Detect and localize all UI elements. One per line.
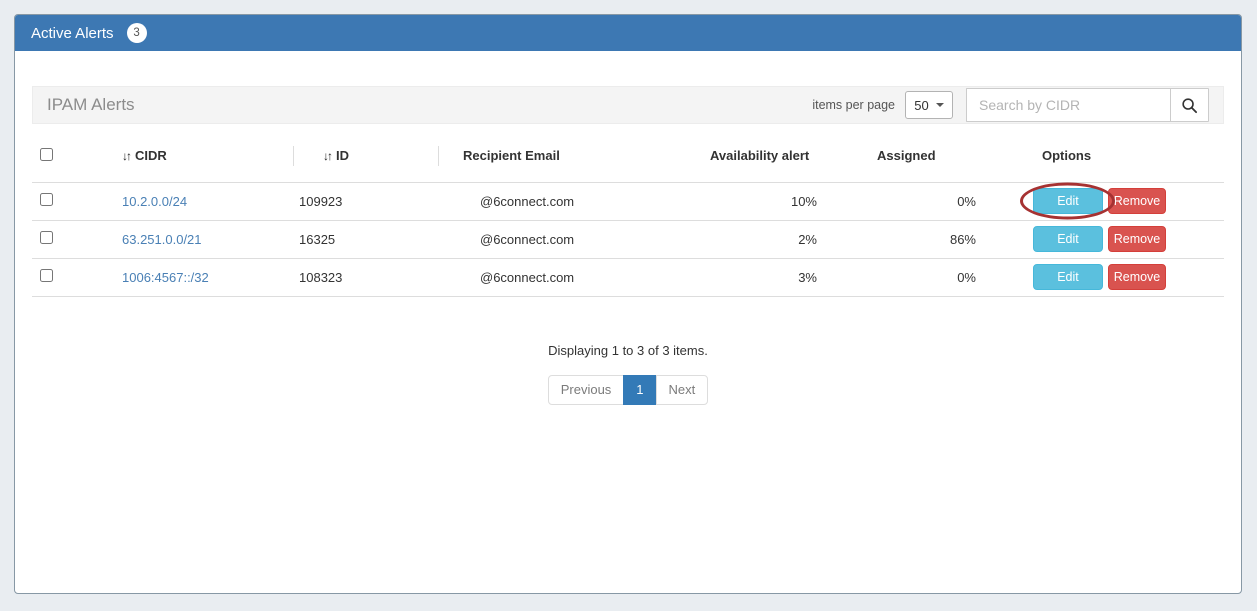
ipam-alerts-toolbar: IPAM Alerts items per page 50 bbox=[32, 86, 1224, 124]
table-row: 10.2.0.0/24 109923 @6connect.com 10% 0% … bbox=[32, 182, 1224, 221]
row-checkbox[interactable] bbox=[40, 193, 53, 206]
options-cell: Edit Remove bbox=[990, 220, 1224, 259]
page-size-select[interactable]: 50 bbox=[905, 91, 953, 119]
sort-icon: ↓↑ bbox=[323, 149, 333, 164]
alert-count-badge: 3 bbox=[126, 23, 147, 43]
edit-button[interactable]: Edit bbox=[1033, 226, 1103, 252]
next-page-button[interactable]: Next bbox=[655, 374, 709, 405]
edit-button[interactable]: Edit bbox=[1033, 264, 1103, 290]
cidr-cell: 1006:4567::/32 bbox=[90, 258, 293, 297]
header-assigned: Assigned bbox=[860, 130, 990, 183]
items-per-page-label: items per page bbox=[812, 98, 895, 112]
email-cell: @6connect.com bbox=[438, 258, 700, 297]
cidr-link[interactable]: 63.251.0.0/21 bbox=[122, 231, 202, 247]
table-header-row: ↓↑ CIDR ↓↑ ID Recipient Email Availability… bbox=[32, 130, 1224, 183]
options-cell: Edit Remove bbox=[990, 182, 1224, 221]
email-cell: @6connect.com bbox=[438, 220, 700, 259]
row-select-cell bbox=[32, 182, 90, 221]
search-icon bbox=[1182, 97, 1198, 113]
cidr-link[interactable]: 10.2.0.0/24 bbox=[122, 193, 188, 209]
previous-page-button[interactable]: Previous bbox=[547, 374, 625, 405]
id-cell: 16325 bbox=[293, 220, 438, 259]
row-select-cell bbox=[32, 258, 90, 297]
chevron-down-icon bbox=[935, 103, 944, 107]
row-select-cell bbox=[32, 220, 90, 259]
cidr-cell: 10.2.0.0/24 bbox=[90, 182, 293, 221]
section-title: IPAM Alerts bbox=[47, 95, 135, 114]
search-input[interactable] bbox=[966, 88, 1170, 122]
cidr-cell: 63.251.0.0/21 bbox=[90, 220, 293, 259]
panel-body: IPAM Alerts items per page 50 bbox=[15, 51, 1241, 405]
header-recipient-email: Recipient Email bbox=[438, 130, 700, 183]
active-alerts-panel: Active Alerts 3 IPAM Alerts items per pa… bbox=[14, 14, 1242, 594]
id-cell: 108323 bbox=[293, 258, 438, 297]
select-all-checkbox[interactable] bbox=[40, 147, 53, 161]
panel-title: Active Alerts bbox=[31, 24, 114, 42]
search-button[interactable] bbox=[1170, 88, 1209, 122]
options-cell: Edit Remove bbox=[990, 258, 1224, 297]
row-checkbox[interactable] bbox=[40, 231, 53, 244]
table-row: 1006:4567::/32 108323 @6connect.com 3% 0… bbox=[32, 258, 1224, 297]
availability-cell: 10% bbox=[700, 182, 860, 221]
toolbar-controls: items per page 50 bbox=[812, 88, 1209, 122]
search-group bbox=[966, 88, 1209, 122]
assigned-cell: 86% bbox=[860, 220, 990, 259]
edit-button[interactable]: Edit bbox=[1033, 188, 1103, 214]
page-1-button[interactable]: 1 bbox=[623, 374, 657, 405]
assigned-cell: 0% bbox=[860, 182, 990, 221]
assigned-cell: 0% bbox=[860, 258, 990, 297]
remove-button[interactable]: Remove bbox=[1108, 264, 1166, 290]
header-id[interactable]: ↓↑ ID bbox=[293, 130, 438, 183]
email-cell: @6connect.com bbox=[438, 182, 700, 221]
panel-header: Active Alerts 3 bbox=[15, 15, 1241, 51]
remove-button[interactable]: Remove bbox=[1108, 226, 1166, 252]
results-summary: Displaying 1 to 3 of 3 items. bbox=[548, 342, 708, 358]
availability-cell: 2% bbox=[700, 220, 860, 259]
table-row: 63.251.0.0/21 16325 @6connect.com 2% 86%… bbox=[32, 220, 1224, 259]
header-id-label: ID bbox=[336, 148, 349, 164]
row-checkbox[interactable] bbox=[40, 269, 53, 282]
header-select bbox=[32, 130, 90, 183]
header-cidr[interactable]: ↓↑ CIDR bbox=[90, 130, 293, 183]
page-size-value: 50 bbox=[914, 97, 929, 113]
remove-button[interactable]: Remove bbox=[1108, 188, 1166, 214]
pagination: Previous 1 Next bbox=[32, 374, 1224, 405]
header-options: Options bbox=[990, 130, 1224, 183]
cidr-link[interactable]: 1006:4567::/32 bbox=[122, 269, 209, 285]
id-cell: 109923 bbox=[293, 182, 438, 221]
availability-cell: 3% bbox=[700, 258, 860, 297]
alerts-table: ↓↑ CIDR ↓↑ ID Recipient Email Availability… bbox=[32, 130, 1224, 297]
header-cidr-label: CIDR bbox=[135, 148, 167, 164]
sort-icon: ↓↑ bbox=[122, 149, 132, 164]
header-availability-alert: Availability alert bbox=[700, 130, 860, 183]
